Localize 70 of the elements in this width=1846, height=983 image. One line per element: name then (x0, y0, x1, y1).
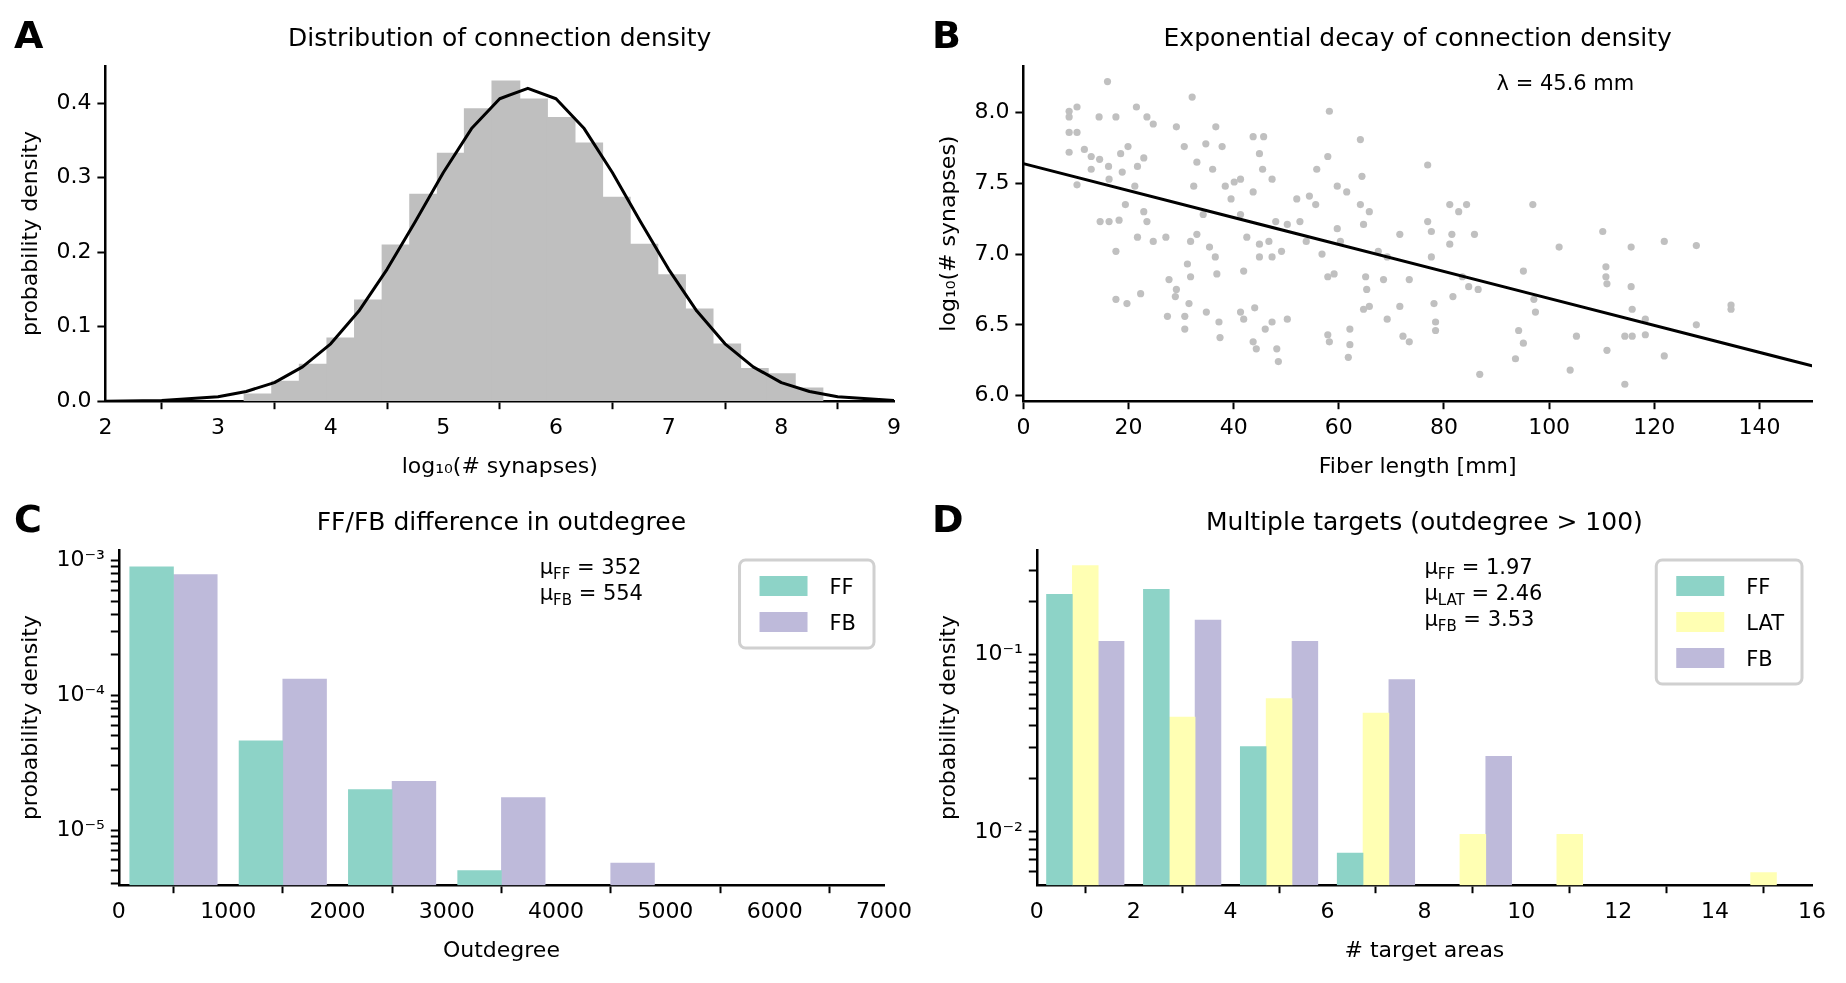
x-tick-label: 40 (1219, 414, 1248, 440)
x-tick-label: 6 (1320, 898, 1335, 924)
x-tick-label: 6000 (746, 898, 803, 924)
x-tick-label: 5000 (637, 898, 694, 924)
x-axis-title: # target areas (1344, 936, 1505, 962)
x-axis-title: Outdegree (442, 936, 560, 962)
x-tick-label: 8 (1417, 898, 1432, 924)
legend-label: FB (829, 611, 857, 635)
x-tick-label: 14 (1701, 898, 1730, 924)
x-tick-label: 20 (1114, 414, 1143, 440)
legend-label: LAT (1746, 611, 1785, 635)
chart-title: Multiple targets (outdegree > 100) (1205, 507, 1643, 536)
x-tick-label: 9 (887, 414, 901, 440)
y-tick-label: 10⁻³ (56, 546, 105, 572)
x-tick-label: 60 (1324, 414, 1353, 440)
x-tick-label: 4 (323, 414, 338, 440)
x-tick-label: 4000 (528, 898, 585, 924)
x-tick-label: 120 (1633, 414, 1676, 440)
x-tick-label: 10 (1507, 898, 1536, 924)
x-tick-label: 80 (1429, 414, 1458, 440)
x-tick-label: 0 (1016, 414, 1031, 440)
legend-label: FF (829, 575, 854, 599)
x-tick-label: 7000 (856, 898, 913, 924)
y-tick-label: 6.0 (974, 381, 1010, 407)
y-axis-title: probability density (934, 615, 960, 821)
x-tick-label: 2000 (309, 898, 366, 924)
chart-title: Distribution of connection density (288, 23, 712, 52)
x-tick-label: 3 (211, 414, 226, 440)
x-tick-label: 7 (661, 414, 676, 440)
x-tick-label: 0 (111, 898, 126, 924)
y-tick-label: 0.4 (56, 88, 92, 114)
text: A (14, 13, 44, 57)
x-tick-label: 8 (774, 414, 789, 440)
text: D (932, 497, 964, 541)
y-tick-label: 0.3 (56, 163, 92, 189)
x-tick-label: 4 (1223, 898, 1238, 924)
y-tick-label: 0.2 (56, 237, 92, 263)
y-axis-title: probability density (16, 131, 42, 337)
legend-label: FB (1746, 647, 1773, 671)
chart-title: FF/FB difference in outdegree (316, 507, 687, 536)
x-axis-title: log₁₀(# synapses) (401, 452, 598, 478)
y-tick-label: 7.5 (974, 169, 1010, 195)
x-tick-label: 3000 (418, 898, 475, 924)
y-tick-label: 7.0 (974, 239, 1010, 265)
x-tick-label: 6 (549, 414, 564, 440)
y-tick-label: 6.5 (974, 310, 1010, 336)
y-tick-label: 8.0 (974, 98, 1010, 124)
text: B (932, 13, 961, 57)
x-tick-label: 16 (1798, 898, 1826, 924)
y-tick-label: 10⁻⁵ (56, 815, 105, 841)
x-tick-label: 1000 (200, 898, 257, 924)
y-tick-label: 0.0 (56, 386, 92, 412)
annotation: λ = 45.6 mm (1496, 71, 1635, 95)
y-tick-label: 0.1 (56, 312, 92, 338)
x-tick-label: 5 (436, 414, 451, 440)
y-tick-label: 10⁻¹ (974, 640, 1023, 666)
x-axis-title: Fiber length [mm] (1318, 452, 1517, 478)
y-tick-label: 10⁻⁴ (56, 681, 105, 707)
y-axis-title: probability density (16, 615, 42, 821)
y-axis-title: log₁₀(# synapses) (934, 135, 960, 332)
x-tick-label: 140 (1738, 414, 1781, 440)
legend-label: FF (1746, 575, 1771, 599)
text: C (14, 497, 42, 541)
y-tick-label: 10⁻² (974, 817, 1023, 843)
x-tick-label: 12 (1604, 898, 1633, 924)
x-tick-label: 100 (1528, 414, 1571, 440)
x-tick-label: 2 (98, 414, 113, 440)
chart-title: Exponential decay of connection density (1163, 23, 1673, 52)
x-tick-label: 2 (1126, 898, 1141, 924)
x-tick-label: 0 (1029, 898, 1044, 924)
